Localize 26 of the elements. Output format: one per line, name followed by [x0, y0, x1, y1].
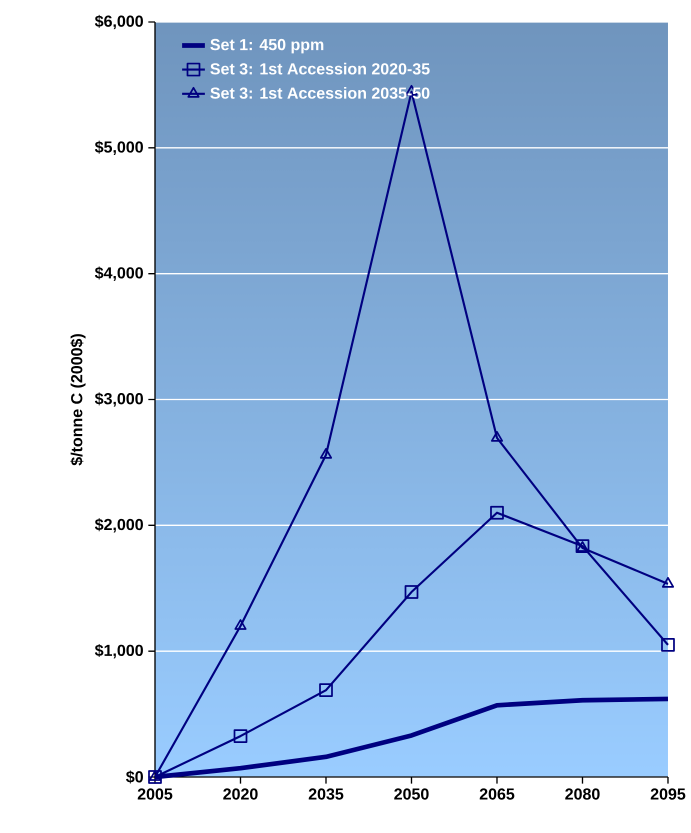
point: [234, 729, 248, 743]
y-tick-label: $6,000: [94, 14, 143, 30]
point: [404, 585, 418, 599]
point: [661, 638, 675, 652]
x-tick-label: 2095: [650, 788, 686, 800]
legend-label: Set 3: 1st Accession 2020-35: [210, 62, 430, 75]
legend-label: Set 1: 450 ppm: [210, 38, 324, 54]
y-tick-label: $0: [126, 770, 143, 784]
y-tick-label: $4,000: [94, 266, 143, 281]
x-tick-label: 2050: [394, 788, 429, 800]
point: [490, 506, 504, 520]
y-tick-label: $5,000: [94, 140, 143, 156]
y-tick-label: $1,000: [94, 644, 143, 658]
x-tick-label: 2005: [138, 788, 172, 800]
point: [320, 448, 332, 459]
x-tick-label: 2080: [565, 788, 600, 800]
x-tick-label: 2065: [480, 788, 514, 800]
y-tick-label: $3,000: [94, 392, 143, 407]
point: [319, 683, 333, 698]
x-tick-label: 2020: [223, 788, 258, 800]
point: [662, 576, 674, 588]
y-tick-label: $2,000: [94, 518, 143, 532]
x-tick-label: 2035: [308, 788, 344, 800]
point: [490, 431, 504, 442]
y-axis-title: $/tonne C (2000$): [70, 334, 86, 466]
point: [234, 619, 247, 630]
